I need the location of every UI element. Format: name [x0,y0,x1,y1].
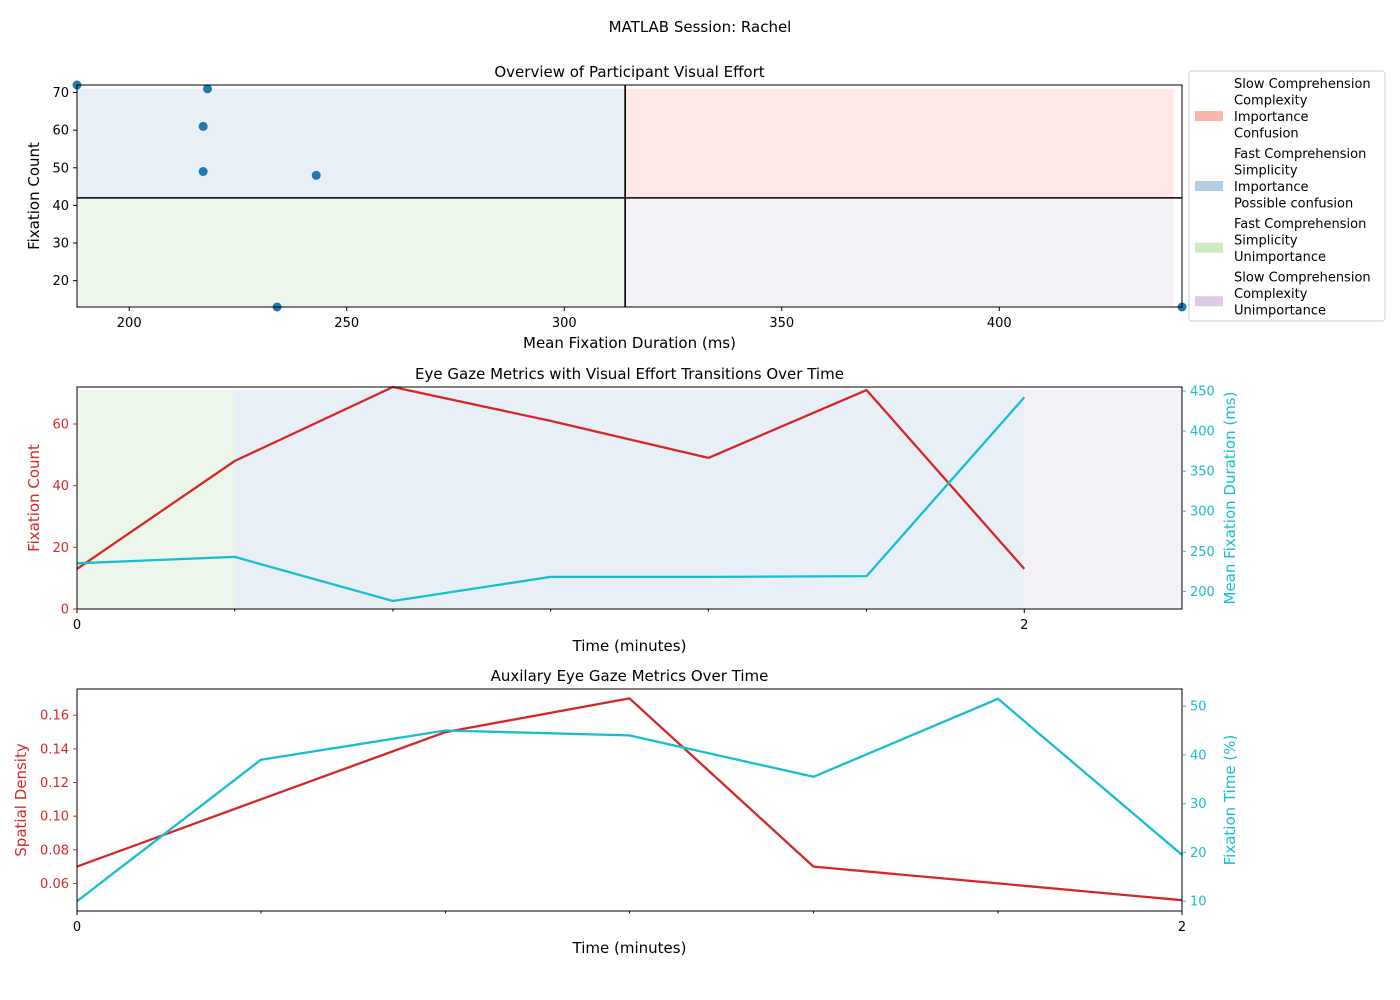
legend-swatch-3 [1195,296,1223,307]
legend-entry-text-1: Importance [1234,180,1309,195]
y-tick-label-1: 40 [52,199,69,214]
plot-frame-3 [76,688,1183,912]
chart-title-1: Overview of Participant Visual Effort [494,63,764,81]
y-tick-label-1: 20 [52,274,69,289]
legend-swatch-1 [1195,181,1223,191]
legend-entry-text-3: Unimportance [1234,304,1326,319]
legend-box [1188,70,1386,322]
right-y-tick-label-2: 200 [1190,585,1215,600]
legend-entry-text-1: Possible confusion [1234,197,1353,212]
left-y-axis-label-2: Fixation Count [25,444,43,552]
left-y-tick-label-3: 0.06 [40,877,69,892]
plot-frame-1 [76,84,1183,308]
x-tick-label-3: 0 [73,920,81,935]
y-tick-label-1: 60 [52,124,69,139]
quadrant-2 [77,197,626,307]
x-tick-label-1: 250 [334,316,359,331]
x-axis-label-1: Mean Fixation Duration (ms) [523,334,736,352]
legend-entry-text-3: Slow Comprehension [1234,271,1371,286]
scatter-point-3 [198,167,208,177]
x-axis-label-2: Time (minutes) [572,637,687,655]
right-y-tick-label-3: 10 [1190,895,1207,910]
x-tick-label-1: 300 [552,316,577,331]
series-line-3-0 [76,697,1183,902]
left-y-tick-label-2: 60 [52,418,69,433]
left-y-tick-label-2: 0 [61,603,69,618]
figure-title: MATLAB Session: Rachel [609,18,792,36]
effort-band-1 [234,390,1025,609]
quadrant-0 [77,88,626,198]
legend-entry-text-0: Slow Comprehension [1234,77,1371,92]
scatter-point-4 [311,170,321,180]
right-y-tick-label-2: 450 [1190,385,1215,400]
series-line-2-0 [76,385,1026,570]
legend-entry-text-2: Unimportance [1234,250,1326,265]
y-tick-label-1: 50 [52,161,69,176]
left-y-tick-label-3: 0.16 [40,709,69,724]
right-y-tick-label-2: 400 [1190,425,1215,440]
legend-entry-text-0: Confusion [1234,127,1299,142]
y-tick-label-1: 70 [52,86,69,101]
right-y-tick-label-3: 20 [1190,846,1207,861]
legend-entry-text-0: Complexity [1234,94,1308,109]
left-y-axis-label-3: Spatial Density [12,743,30,857]
quadrant-1 [625,88,1174,198]
right-y-tick-label-3: 50 [1190,700,1207,715]
legend-swatch-2 [1195,242,1223,253]
scatter-point-1 [203,84,213,94]
left-y-tick-label-3: 0.14 [40,742,69,757]
right-y-axis-label-3: Fixation Time (%) [1221,735,1239,866]
right-y-tick-label-2: 300 [1190,505,1215,520]
left-y-tick-label-2: 40 [52,479,69,494]
x-tick-label-3: 2 [1178,920,1186,935]
legend-entry-text-2: Simplicity [1234,234,1298,249]
x-tick-label-2: 0 [73,618,81,633]
legend-entry-text-0: Importance [1234,110,1309,125]
left-y-tick-label-2: 20 [52,541,69,556]
legend-entry-text-2: Fast Comprehension [1234,217,1366,232]
series-line-2-1 [76,396,1026,603]
scatter-point-2 [198,121,208,131]
series-line-3-1 [76,697,1183,903]
left-y-tick-label-3: 0.10 [40,810,69,825]
left-y-tick-label-3: 0.08 [40,843,69,858]
effort-band-0 [77,390,235,609]
right-y-tick-label-3: 30 [1190,797,1207,812]
x-tick-label-1: 200 [117,316,142,331]
y-axis-label-1: Fixation Count [25,142,43,250]
x-axis-label-3: Time (minutes) [572,939,687,957]
chart-title-2: Eye Gaze Metrics with Visual Effort Tran… [415,365,844,383]
legend-entry-text-3: Complexity [1234,287,1308,302]
x-tick-label-1: 350 [769,316,794,331]
plot-frame-2 [76,386,1183,610]
legend-entry-text-1: Simplicity [1234,164,1298,179]
right-y-tick-label-3: 40 [1190,748,1207,763]
right-y-tick-label-2: 250 [1190,545,1215,560]
x-tick-label-2: 2 [1020,618,1028,633]
legend-swatch-0 [1195,111,1223,121]
effort-band-2 [1024,390,1182,609]
legend-entry-text-1: Fast Comprehension [1234,147,1366,162]
right-y-axis-label-2: Mean Fixation Duration (ms) [1221,392,1239,605]
left-y-tick-label-3: 0.12 [40,776,69,791]
y-tick-label-1: 30 [52,237,69,252]
right-y-tick-label-2: 350 [1190,465,1215,480]
quadrant-3 [625,197,1174,307]
chart-title-3: Auxilary Eye Gaze Metrics Over Time [491,667,769,685]
x-tick-label-1: 400 [987,316,1012,331]
